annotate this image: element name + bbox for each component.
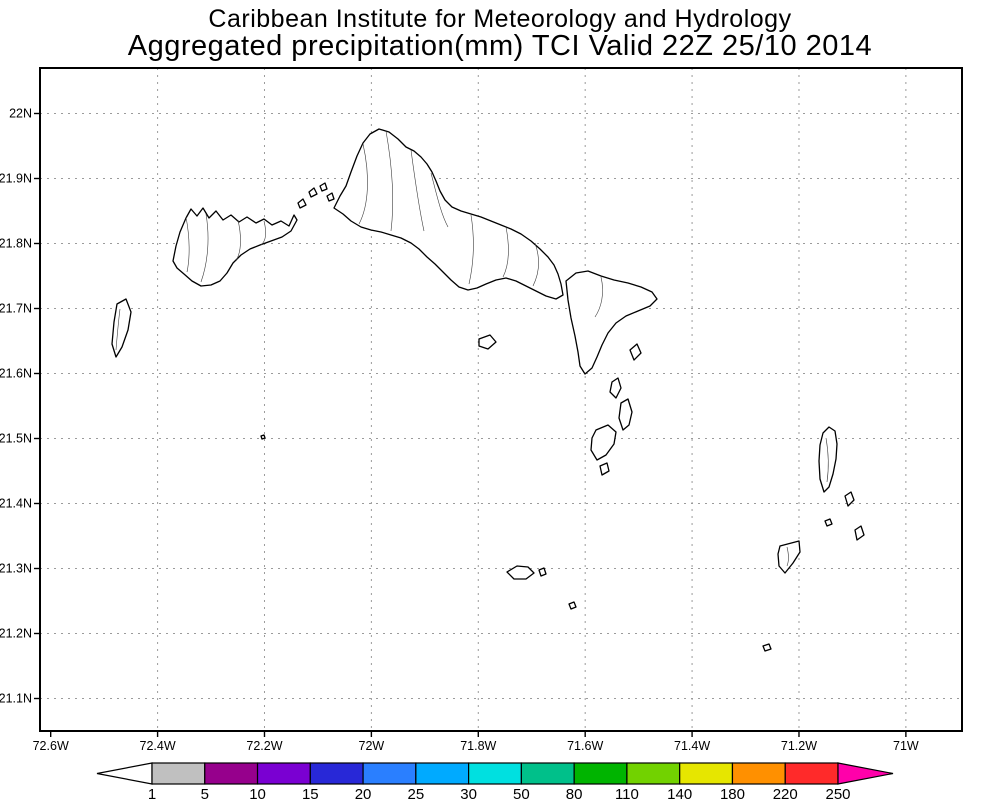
colorbar-segment [468,762,522,785]
colorbar-segment [731,762,786,785]
institute-title: Caribbean Institute for Meteorology and … [208,5,792,33]
cay [609,377,622,399]
latitude-label: 22N [9,107,32,121]
colorbar-label: 220 [773,786,798,800]
colorbar-segment [256,762,311,785]
longitude-label: 72.4W [140,739,176,753]
latitude-label: 21.4N [0,497,32,511]
cay [506,565,535,580]
island-south-caicos [590,424,617,461]
latitude-label: 21.3N [0,562,32,576]
cay [478,334,497,350]
latitude-label: 21.9N [0,172,32,186]
cay [319,182,328,192]
colorbar-segment [415,762,470,785]
longitude-labels: 72.6W 72.4W 72.2W 72W 71.8W 71.6W 71.4W 71.2W 71… [33,739,919,753]
island-east-caicos [565,270,658,375]
colorbar-segment [520,762,575,785]
colorbar-label: 10 [249,786,266,800]
colorbar-label: 80 [566,786,583,800]
internal-boundaries [115,130,829,567]
longitude-label: 71.6W [567,739,603,753]
cay [326,192,335,202]
longitude-label: 71.8W [460,739,496,753]
axis-ticks [34,112,907,737]
cay [538,567,547,577]
colorbar-right-arrow [837,762,894,785]
colorbar-label: 110 [615,786,639,800]
latitude-label: 21.5N [0,432,32,446]
colorbar-segment [573,762,628,785]
colorbar-label: 15 [302,786,319,800]
island-west-caicos [111,298,132,358]
longitude-label: 71.4W [674,739,710,753]
colorbar-label: 50 [513,786,530,800]
colorbar-labels: 1 5 10 15 20 25 30 50 80 110 140 180 220 250 [148,786,851,800]
cay [297,198,307,209]
colorbar-label: 5 [201,786,209,800]
colorbar-label: 1 [148,786,156,800]
longitude-label: 71W [893,739,919,753]
longitude-label: 71.2W [781,739,817,753]
cay [568,601,577,610]
latitude-labels: 22N 21.9N 21.8N 21.7N 21.6N 21.5N 21.4N 21.3N 21… [0,107,32,706]
cay [844,491,855,507]
colorbar-segment [626,762,681,785]
colorbar-segment [204,762,259,785]
latitude-label: 21.1N [0,692,32,706]
island-north-middle-caicos [333,128,564,300]
colorbar-segment [784,762,839,785]
latitude-label: 21.2N [0,627,32,641]
longitude-label: 72W [359,739,385,753]
colorbar-segment [679,762,734,785]
coastlines [111,128,865,652]
latitude-label: 21.7N [0,302,32,316]
colorbar-label: 25 [408,786,425,800]
longitude-label: 72.6W [33,739,69,753]
island-salt-cay [777,540,801,574]
colorbar-segment [151,762,206,785]
cay [762,643,772,652]
map-frame [39,67,963,732]
island-providenciales [172,207,298,287]
cay [618,398,633,431]
colorbar-label: 20 [355,786,372,800]
gridlines [40,68,962,731]
colorbar-label: 140 [667,786,692,800]
colorbar-left-arrow [96,762,153,785]
latitude-label: 21.8N [0,237,32,251]
colorbar-label: 250 [825,786,850,800]
colorbar-label: 180 [720,786,745,800]
precipitation-colorbar [96,762,894,785]
map-title: Aggregated precipitation(mm) TCI Valid 2… [127,30,873,62]
colorbar-label: 30 [460,786,477,800]
cay [824,518,833,527]
latitude-label: 21.6N [0,367,32,381]
cay [260,434,266,440]
cay [854,525,865,541]
cay [629,343,642,361]
cay [308,187,318,198]
cay [599,462,610,476]
colorbar-segment [309,762,364,785]
longitude-label: 72.2W [246,739,282,753]
colorbar-segment [362,762,417,785]
